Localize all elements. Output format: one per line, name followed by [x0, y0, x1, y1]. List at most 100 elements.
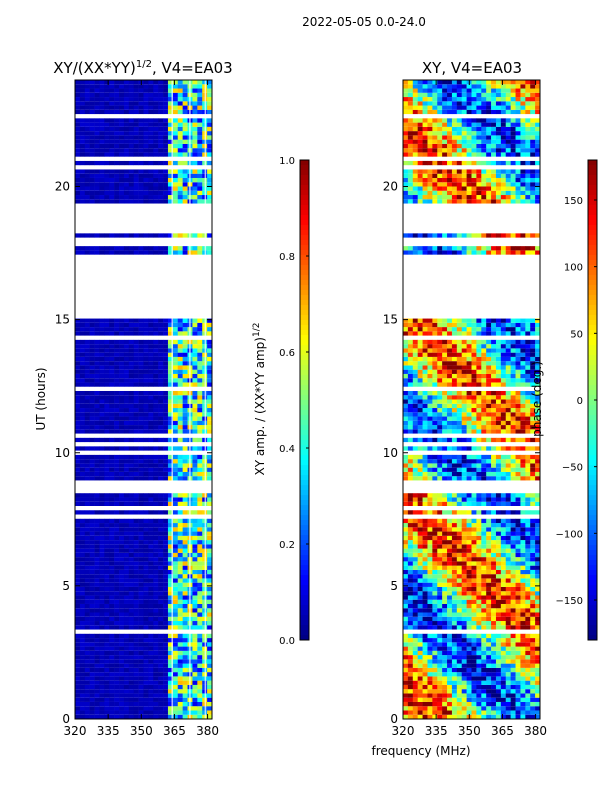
phase-cell — [515, 663, 521, 668]
amplitude-cell — [158, 586, 164, 592]
amplitude-cell — [143, 173, 149, 178]
amplitude-cell — [75, 684, 81, 690]
phase-cell — [412, 501, 418, 506]
amplitude-cell — [153, 177, 159, 183]
amplitude-cell — [114, 250, 120, 255]
amplitude-cell — [133, 569, 139, 575]
phase-cell — [432, 574, 438, 579]
phase-cell — [432, 471, 438, 477]
amplitude-cell — [192, 706, 198, 711]
phase-cell — [432, 646, 438, 651]
amplitude-cell — [143, 540, 149, 545]
amplitude-cell — [84, 177, 90, 183]
phase-cell — [407, 463, 414, 468]
phase-cell — [422, 591, 428, 596]
amplitude-cell — [79, 710, 86, 715]
phase-cell — [481, 608, 487, 613]
phase-cell — [525, 586, 531, 592]
amplitude-cell — [197, 510, 203, 515]
phase-cell — [432, 625, 438, 630]
amplitude-cell — [197, 527, 203, 532]
phase-cell — [442, 510, 448, 515]
phase-cell — [510, 497, 516, 502]
colorbar-segment — [300, 175, 309, 181]
amplitude-cell — [158, 318, 164, 323]
amplitude-cell — [75, 412, 81, 417]
phase-cell — [486, 591, 492, 596]
phase-cell — [471, 574, 477, 579]
amplitude-cell — [167, 599, 174, 604]
amplitude-cell — [99, 586, 105, 592]
amplitude-cell — [192, 395, 198, 400]
amplitude-cell — [207, 80, 213, 85]
y-tick-label: 0 — [62, 712, 70, 726]
phase-cell — [466, 650, 472, 656]
amplitude-cell — [114, 603, 120, 609]
amplitude-cell — [133, 395, 139, 400]
amplitude-cell — [104, 693, 110, 698]
amplitude-cell — [172, 322, 179, 328]
colorbar-segment — [300, 515, 309, 521]
phase-cell — [505, 646, 511, 651]
phase-cell — [530, 518, 536, 524]
phase-cell — [461, 680, 467, 685]
phase-cell — [491, 501, 497, 506]
phase-cell — [403, 467, 409, 472]
amplitude-cell — [153, 633, 159, 639]
phase-cell — [500, 608, 507, 613]
amplitude-cell — [192, 408, 198, 413]
phase-cell — [447, 535, 453, 541]
amplitude-cell — [75, 476, 81, 481]
amplitude-cell — [109, 195, 115, 200]
amplitude-cell — [138, 578, 144, 583]
phase-cell — [500, 595, 507, 600]
amplitude-cell — [148, 331, 154, 336]
colorbar-segment — [300, 385, 309, 391]
phase-cell — [432, 501, 438, 506]
phase-cell — [417, 557, 423, 562]
amplitude-cell — [109, 233, 115, 238]
amplitude-cell — [84, 403, 90, 409]
amplitude-cell — [123, 139, 130, 144]
amplitude-cell — [172, 348, 179, 353]
amplitude-cell — [123, 173, 130, 178]
amplitude-cell — [207, 561, 213, 566]
amplitude-cell — [197, 250, 203, 255]
amplitude-cell — [138, 574, 144, 579]
phase-cell — [437, 638, 443, 643]
phase-cell — [403, 561, 409, 566]
amplitude-cell — [158, 190, 164, 196]
phase-cell — [451, 714, 458, 719]
phase-cell — [466, 599, 472, 604]
phase-cell — [427, 689, 433, 694]
amplitude-cell — [138, 531, 144, 536]
amplitude-cell — [119, 425, 125, 430]
amplitude-cell — [89, 390, 95, 396]
phase-cell — [442, 476, 448, 481]
amplitude-cell — [128, 139, 135, 144]
amplitude-cell — [128, 454, 135, 460]
amplitude-cell — [182, 199, 188, 204]
amplitude-cell — [148, 131, 154, 136]
phase-cell — [515, 638, 521, 643]
amplitude-cell — [138, 476, 144, 481]
amplitude-cell — [75, 578, 81, 583]
amplitude-cell — [182, 663, 188, 668]
amplitude-cell — [75, 454, 81, 460]
phase-cell — [535, 476, 541, 481]
colorbar-segment — [300, 425, 309, 431]
amplitude-cell — [207, 701, 213, 707]
amplitude-cell — [119, 97, 125, 102]
phase-cell — [427, 497, 433, 502]
colorbar-segment — [300, 575, 309, 581]
phase-cell — [403, 420, 409, 426]
phase-cell — [432, 578, 438, 583]
amplitude-cell — [75, 633, 81, 639]
amplitude-cell — [89, 382, 95, 387]
colorbar-segment — [300, 635, 309, 641]
amplitude-colorbar-gradient — [300, 160, 309, 641]
amplitude-cell — [128, 471, 135, 477]
amplitude-cell — [89, 616, 95, 622]
phase-cell — [437, 608, 443, 613]
amplitude-cell — [123, 701, 130, 707]
